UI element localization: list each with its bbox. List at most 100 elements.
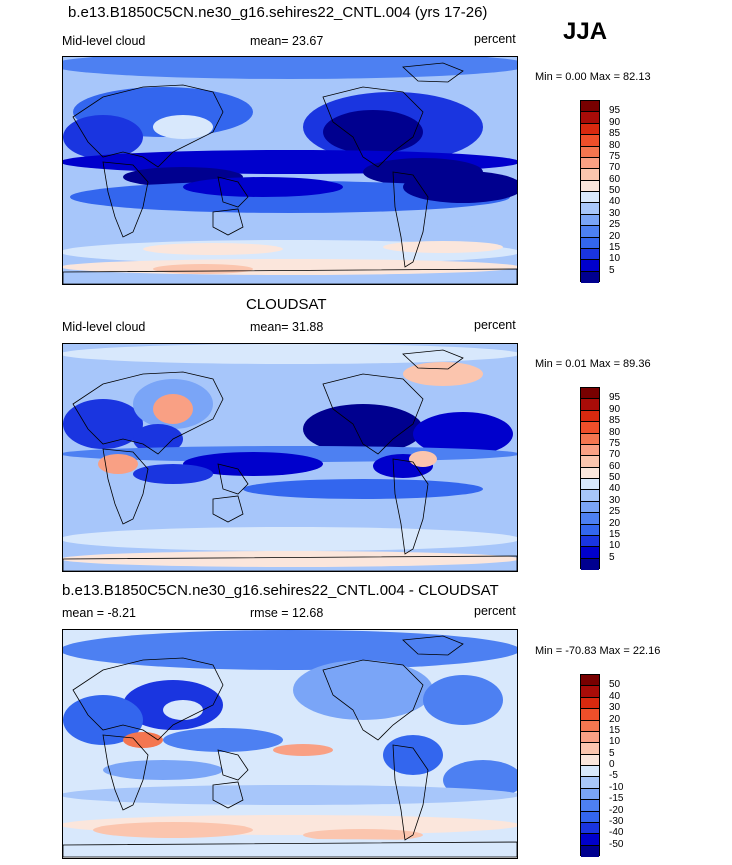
coastline — [102, 448, 149, 525]
colorbar-tick-label: 90 — [609, 116, 621, 128]
colorbar-segment — [581, 766, 599, 778]
colorbar-segment — [581, 501, 599, 514]
colorbar-segment — [581, 709, 599, 721]
contour-region — [153, 394, 193, 424]
colorbar-tick-label: -15 — [609, 793, 624, 805]
colorbar-tick-label: 25 — [609, 506, 621, 518]
colorbar-tick-label: 5 — [609, 264, 615, 276]
colorbar-tick-label: 5 — [609, 747, 615, 759]
colorbar-segment — [581, 777, 599, 789]
colorbar-tick-label: 75 — [609, 150, 621, 162]
colorbar-tick-label: 80 — [609, 426, 621, 438]
contour-region — [63, 399, 143, 449]
coastline — [217, 749, 249, 781]
coastline — [212, 495, 244, 523]
contour-region — [133, 464, 213, 484]
colorbar-segment — [581, 547, 599, 559]
colorbar-segment — [581, 203, 599, 215]
colorbar-tick-label: 15 — [609, 241, 621, 253]
colorbar-tick-label: 50 — [609, 472, 621, 483]
colorbar-tick-label: 20 — [609, 713, 621, 725]
coastline — [63, 841, 517, 858]
panel1-map — [62, 56, 518, 285]
coastline — [63, 555, 517, 571]
panel2-variable-label: Mid-level cloud — [62, 320, 146, 334]
coastline — [63, 268, 517, 284]
contour-region — [70, 222, 510, 242]
contour-region — [63, 630, 517, 670]
contour-region — [93, 822, 253, 838]
colorbar-tick-label: 20 — [609, 517, 621, 529]
panel2-minmax: Min = 0.01 Max = 89.36 — [535, 358, 651, 370]
colorbar-tick-label: 75 — [609, 437, 621, 449]
contour-region — [103, 760, 223, 780]
panel1-minmax: Min = 0.00 Max = 82.13 — [535, 71, 651, 83]
colorbar-segment — [581, 101, 599, 113]
colorbar-segment — [581, 535, 599, 548]
contour-region — [63, 344, 517, 364]
colorbar-tick-label: 30 — [609, 494, 621, 506]
contour-region — [143, 243, 283, 255]
panel1-variable-label: Mid-level cloud — [62, 34, 146, 48]
colorbar-segment — [581, 422, 599, 434]
coastline — [402, 349, 464, 370]
colorbar-segment — [581, 845, 599, 857]
colorbar-segment — [581, 558, 599, 570]
contour-region — [63, 504, 517, 524]
colorbar-segment — [581, 811, 599, 823]
colorbar-segment — [581, 834, 599, 846]
coastline — [392, 171, 429, 268]
colorbar-tick-label: -40 — [609, 827, 624, 839]
contour-region — [63, 785, 517, 805]
coastline — [322, 659, 424, 741]
colorbar-tick-label: 85 — [609, 415, 621, 427]
panel3-colorbar — [580, 674, 600, 857]
panel2-colorbar — [580, 387, 600, 570]
panel1-mean: mean= 23.67 — [250, 34, 324, 48]
contour-region — [153, 264, 253, 274]
colorbar-segment — [581, 410, 599, 423]
colorbar-segment — [581, 490, 599, 502]
contour-region — [183, 177, 343, 197]
colorbar-segment — [581, 214, 599, 227]
contour-region — [243, 479, 483, 499]
colorbar-tick-label: 70 — [609, 449, 621, 461]
coastline — [102, 161, 149, 238]
coastline — [322, 373, 424, 455]
colorbar-segment — [581, 237, 599, 249]
contour-region — [63, 57, 517, 79]
colorbar-tick-label: 85 — [609, 128, 621, 140]
colorbar-tick-label: -50 — [609, 838, 624, 850]
colorbar-segment — [581, 271, 599, 283]
coastline — [392, 744, 429, 841]
colorbar-segment — [581, 399, 599, 411]
colorbar-tick-label: 0 — [609, 759, 615, 770]
colorbar-segment — [581, 388, 599, 400]
season-label: JJA — [563, 18, 608, 45]
colorbar-segment — [581, 169, 599, 181]
coastline — [217, 176, 249, 208]
contour-region — [183, 452, 323, 476]
coastline — [102, 734, 149, 811]
colorbar-segment — [581, 456, 599, 468]
colorbar-tick-label: 15 — [609, 528, 621, 540]
coastline — [392, 458, 429, 555]
colorbar-segment — [581, 731, 599, 744]
panel1-title: b.e13.B1850C5CN.ne30_g16.sehires22_CNTL.… — [68, 4, 488, 21]
colorbar-segment — [581, 433, 599, 445]
colorbar-segment — [581, 788, 599, 801]
colorbar-tick-label: 40 — [609, 483, 621, 495]
colorbar-segment — [581, 686, 599, 698]
panel2-mean: mean= 31.88 — [250, 320, 324, 334]
contour-region — [153, 115, 213, 139]
colorbar-tick-label: 25 — [609, 219, 621, 231]
colorbar-segment — [581, 248, 599, 261]
colorbar-segment — [581, 123, 599, 136]
colorbar-tick-label: 95 — [609, 105, 621, 117]
colorbar-tick-label: -5 — [609, 770, 618, 782]
colorbar-tick-label: 90 — [609, 403, 621, 415]
contour-region — [293, 660, 433, 720]
colorbar-segment — [581, 513, 599, 525]
coastline — [402, 62, 464, 83]
colorbar-segment — [581, 822, 599, 835]
